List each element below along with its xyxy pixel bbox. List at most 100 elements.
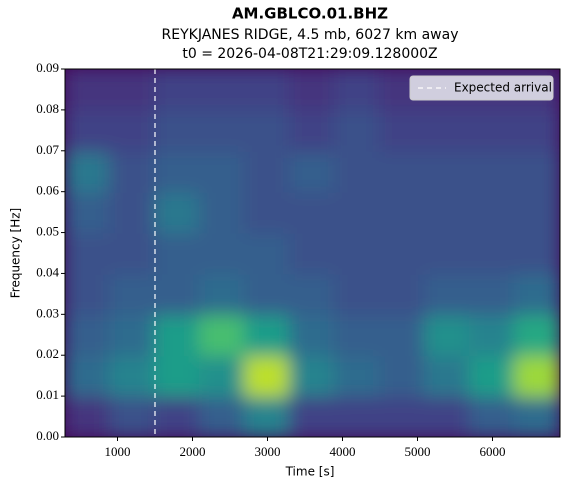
heatmap-cell	[514, 272, 560, 316]
heatmap-cell	[514, 395, 560, 437]
y-axis-label: Frequency [Hz]	[9, 208, 23, 299]
heatmap-cell	[199, 272, 246, 316]
x-tick-label: 3000	[255, 444, 281, 459]
heatmap-cell	[109, 190, 156, 234]
heatmap-cell	[154, 149, 201, 193]
heatmap-cell	[334, 395, 381, 437]
y-tick-label: 0.01	[36, 387, 59, 402]
heatmap-cell	[109, 149, 156, 193]
heatmap-cell	[65, 69, 111, 111]
heatmap-cells	[65, 69, 560, 437]
heatmap-cell	[154, 231, 201, 275]
plot-frame	[64, 68, 561, 438]
heatmap-cell	[244, 231, 291, 275]
heatmap-cell	[65, 108, 111, 152]
heatmap-cell	[154, 190, 201, 234]
heatmap-cell	[289, 69, 336, 111]
heatmap-cell	[469, 272, 516, 316]
y-tick-label: 0.04	[36, 264, 59, 279]
heatmap-cell	[469, 313, 516, 357]
heatmap-cell	[244, 354, 291, 398]
heatmap-cell	[154, 272, 201, 316]
heatmap-cell	[289, 149, 336, 193]
heatmap-cell	[289, 272, 336, 316]
heatmap	[65, 69, 560, 437]
y-tick-label: 0.05	[36, 224, 59, 239]
heatmap-cell	[514, 190, 560, 234]
x-tick-label: 4000	[330, 444, 356, 459]
heatmap-cell	[199, 190, 246, 234]
heatmap-cell	[109, 231, 156, 275]
heatmap-cell	[334, 108, 381, 152]
heatmap-cell	[244, 313, 291, 357]
heatmap-cell	[154, 395, 201, 437]
legend-box	[409, 75, 554, 101]
x-tick-label: 2000	[180, 444, 206, 459]
heatmap-cell	[244, 395, 291, 437]
chart-title: AM.GBLCO.01.BHZ	[232, 5, 388, 23]
y-tick-label: 0.03	[36, 305, 59, 320]
heatmap-cell	[289, 354, 336, 398]
heatmap-cell	[65, 395, 111, 437]
heatmap-cell	[514, 149, 560, 193]
heatmap-cell	[244, 272, 291, 316]
heatmap-cell	[424, 190, 471, 234]
heatmap-cell	[154, 108, 201, 152]
heatmap-cell	[334, 190, 381, 234]
heatmap-cell	[154, 354, 201, 398]
y-tick-label: 0.07	[36, 142, 59, 157]
heatmap-cell	[244, 69, 291, 111]
heatmap-cell	[109, 313, 156, 357]
heatmap-cell	[469, 108, 516, 152]
heatmap-cell	[424, 108, 471, 152]
heatmap-cell	[109, 272, 156, 316]
heatmap-cell	[199, 313, 246, 357]
heatmap-cell	[469, 354, 516, 398]
heatmap-cell	[514, 354, 560, 398]
heatmap-cell	[469, 231, 516, 275]
heatmap-cell	[109, 395, 156, 437]
heatmap-cell	[379, 395, 426, 437]
heatmap-cell	[244, 108, 291, 152]
heatmap-cell	[469, 190, 516, 234]
heatmap-cell	[379, 190, 426, 234]
heatmap-cell	[469, 395, 516, 437]
x-axis-label: Time [s]	[285, 465, 335, 479]
heatmap-cell	[514, 108, 560, 152]
x-tick-label: 5000	[405, 444, 431, 459]
y-tick-label: 0.08	[36, 101, 59, 116]
heatmap-cell	[334, 149, 381, 193]
heatmap-cell	[65, 149, 111, 193]
heatmap-cell	[65, 313, 111, 357]
foreground: 1000 2000 3000 4000 5000 6000 0.00 0.01 0.02 0.03…	[36, 60, 554, 459]
heatmap-cell	[289, 190, 336, 234]
heatmap-cell	[199, 395, 246, 437]
heatmap-cell	[199, 231, 246, 275]
chart-subtitle: REYKJANES RIDGE, 4.5 mb, 6027 km away	[162, 27, 459, 43]
heatmap-cell	[334, 231, 381, 275]
heatmap-cell	[334, 272, 381, 316]
heatmap-cell	[244, 190, 291, 234]
legend-label: Expected arrival	[454, 81, 552, 95]
x-tick-label: 6000	[480, 444, 506, 459]
heatmap-cell	[289, 313, 336, 357]
heatmap-cell	[424, 231, 471, 275]
x-tick-label: 1000	[105, 444, 131, 459]
heatmap-cell	[334, 69, 381, 111]
heatmap-cell	[469, 149, 516, 193]
heatmap-cell	[379, 231, 426, 275]
heatmap-cell	[424, 395, 471, 437]
y-tick-label: 0.00	[36, 428, 59, 443]
heatmap-cell	[289, 231, 336, 275]
heatmap-cell	[334, 313, 381, 357]
heatmap-cell	[154, 69, 201, 111]
heatmap-cell	[199, 149, 246, 193]
heatmap-cell	[65, 354, 111, 398]
chart-subtitle: t0 = 2026-04-08T21:29:09.128000Z	[182, 46, 437, 62]
heatmap-cell	[289, 395, 336, 437]
y-tick-label: 0.06	[36, 183, 59, 198]
heatmap-cell	[199, 108, 246, 152]
heatmap-cell	[379, 272, 426, 316]
heatmap-cell	[379, 354, 426, 398]
